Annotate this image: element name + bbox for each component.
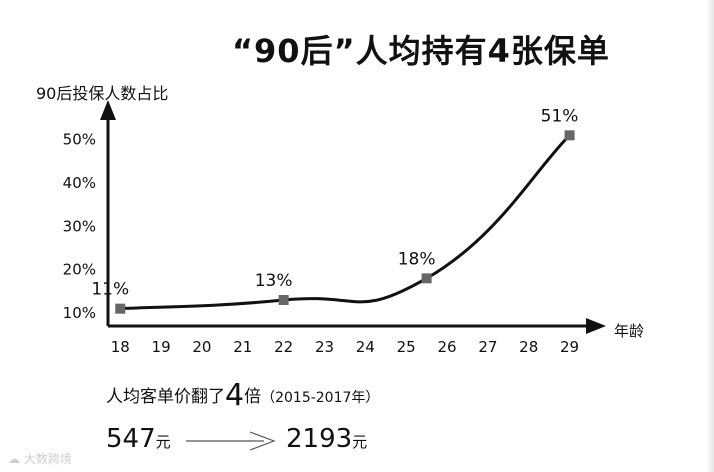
x-tick-label: 22 xyxy=(274,338,293,356)
data-point xyxy=(115,303,126,314)
price-to-unit: 元 xyxy=(352,433,368,451)
x-tick-label: 18 xyxy=(111,338,130,356)
x-tick-label: 21 xyxy=(233,338,252,356)
x-tick-label: 29 xyxy=(560,338,579,356)
watermark-text: 大数跨境 xyxy=(23,452,72,466)
price-arrow-icon xyxy=(186,431,276,451)
data-label: 18% xyxy=(398,249,436,269)
price-to: 2193元 xyxy=(286,424,367,454)
data-label: 51% xyxy=(541,106,579,126)
x-tick-label: 25 xyxy=(397,338,416,356)
price-from-unit: 元 xyxy=(155,433,171,451)
price-to-value: 2193 xyxy=(286,424,353,454)
y-tick-label: 30% xyxy=(63,217,96,235)
series-line xyxy=(120,134,571,311)
note-period: （2015-2017年） xyxy=(261,390,380,406)
x-tick-label: 26 xyxy=(437,338,456,356)
y-axis-label: 90后投保人数占比 xyxy=(36,84,169,103)
data-point xyxy=(421,273,432,284)
data-label: 13% xyxy=(255,271,293,291)
price-from: 547元 xyxy=(106,424,171,454)
x-tick-label: 23 xyxy=(315,338,334,356)
watermark-icon: ☁ xyxy=(8,452,20,466)
x-tick-label: 27 xyxy=(478,338,497,356)
watermark: ☁ 大数跨境 xyxy=(8,450,72,467)
x-tick-label: 20 xyxy=(192,338,211,356)
x-axis-arrow-icon xyxy=(586,318,606,334)
price-note: 人均客单价翻了4倍（2015-2017年） xyxy=(106,378,379,413)
data-label: 11% xyxy=(91,280,129,300)
data-point xyxy=(278,295,289,305)
x-tick-label: 19 xyxy=(152,338,171,356)
edge-shadow xyxy=(706,0,714,472)
data-point xyxy=(564,130,575,141)
note-prefix: 人均客单价翻了 xyxy=(106,387,225,407)
y-tick-label: 40% xyxy=(63,174,96,192)
note-suffix: 倍 xyxy=(244,387,262,407)
y-tick-label: 50% xyxy=(63,131,96,149)
chart-title: “90后”人均持有4张保单 xyxy=(232,32,610,70)
y-tick-label: 20% xyxy=(63,261,96,279)
y-axis-arrow-icon xyxy=(100,100,116,120)
price-from-value: 547 xyxy=(106,424,156,454)
x-axis-label: 年龄 xyxy=(614,322,644,340)
note-multiplier: 4 xyxy=(225,378,245,413)
x-tick-label: 28 xyxy=(519,338,538,356)
x-tick-label: 24 xyxy=(356,338,375,356)
y-tick-label: 10% xyxy=(63,304,96,322)
